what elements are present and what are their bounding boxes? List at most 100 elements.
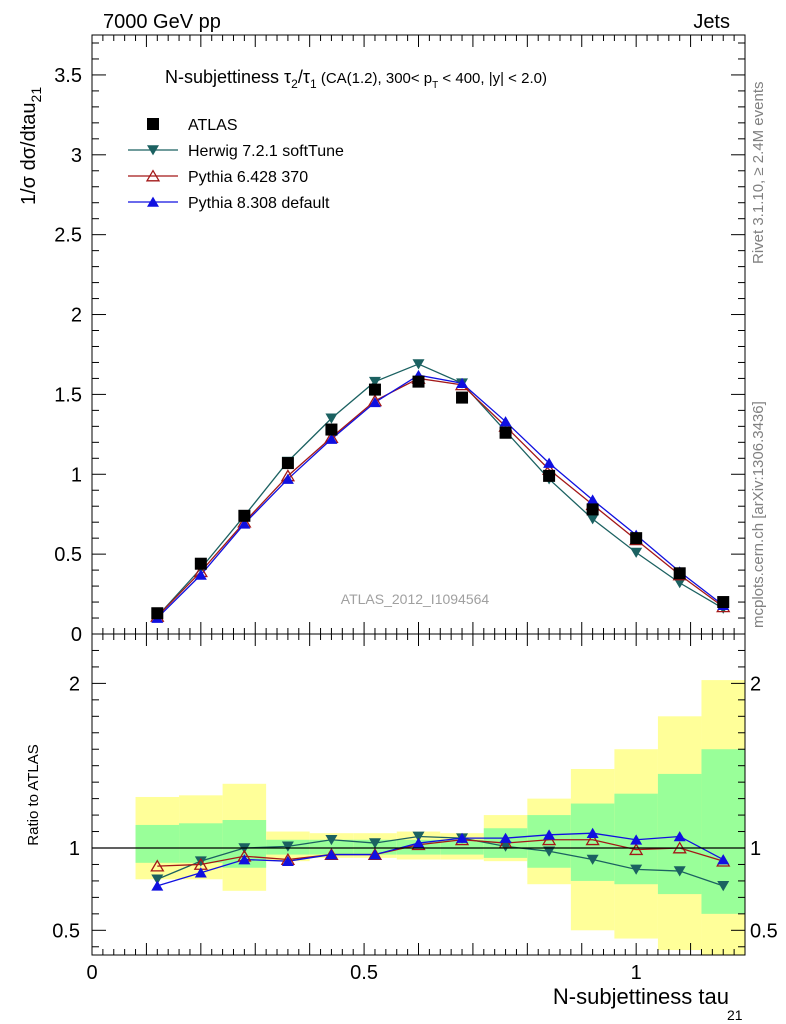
ratio-y-tick-label: 2 — [69, 673, 80, 695]
atlas-point — [194, 557, 207, 570]
uncertainty-bands — [135, 680, 745, 955]
atlas-point — [238, 509, 251, 522]
pythia-8-308-default-point — [456, 377, 469, 389]
pythia-8-308-default-ratio-point — [325, 849, 338, 860]
y-tick-label: 1 — [71, 464, 82, 486]
pythia-8-308-default-point — [543, 457, 556, 468]
mcplots-label: mcplots.cern.ch [arXiv:1306.3436] — [750, 401, 767, 628]
herwig-7-2-1-softtune-ratio-point — [412, 831, 425, 842]
main-y-axis-label: 1/σ dσ/dtau21 — [18, 87, 44, 205]
atlas-point — [325, 423, 338, 436]
x-axis-label: N-subjettiness tau — [553, 984, 729, 1009]
atlas-point — [499, 426, 512, 439]
atlas-point — [368, 383, 381, 396]
pythia-8-308-default-point — [325, 433, 338, 444]
atlas-point — [412, 375, 425, 388]
herwig-7-2-1-softtune-ratio-point — [499, 841, 512, 852]
x-axis-label-subscript: 21 — [727, 1007, 743, 1023]
herwig-7-2-1-softtune-point — [586, 514, 599, 525]
herwig-7-2-1-softtune-ratio-point — [543, 846, 556, 857]
pythia-8-308-default-ratio-point — [412, 837, 425, 848]
ratio-y-tick-label-right: 0.5 — [750, 920, 778, 942]
y-tick-label: 2 — [71, 305, 82, 327]
main-chart-title: N-subjettiness τ2/τ1 (CA(1.2), 300< pT <… — [165, 67, 547, 91]
legend-herwig-7-2-1-softtune-marker — [147, 145, 159, 156]
pythia-6-428-370-ratio-point — [585, 833, 600, 846]
pythia-8-308-default-ratio-point — [499, 832, 512, 843]
pythia-8-308-default-ratio-point — [717, 854, 730, 865]
herwig-7-2-1-softtune-ratio-point — [368, 838, 381, 849]
herwig-7-2-1-softtune-ratio-point — [194, 856, 207, 867]
pythia-8-308-default-ratio-point — [543, 829, 556, 840]
pythia-8-308-default-point — [281, 473, 294, 484]
ratio-y-tick-label: 0.5 — [52, 920, 80, 942]
atlas-point — [717, 596, 730, 609]
pythia-8-308-default-ratio-point — [586, 827, 599, 838]
legend-pythia-8-308-default-marker — [147, 196, 159, 207]
atlas-point — [281, 457, 294, 470]
pythia-8-308-default-ratio-point — [194, 867, 207, 878]
pythia-8-308-default-point — [368, 396, 381, 408]
stat-uncertainty-band — [309, 839, 354, 855]
herwig-7-2-1-softtune-ratio-point — [151, 874, 164, 885]
x-tick-label: 1 — [631, 962, 642, 984]
atlas-point — [673, 567, 686, 580]
header-right: Jets — [693, 11, 730, 33]
herwig-7-2-1-softtune-ratio-point — [281, 841, 294, 852]
legend-pythia-6-428-370-marker — [145, 169, 161, 182]
stat-uncertainty-band — [440, 839, 484, 855]
x-tick-label: 0.5 — [350, 962, 378, 984]
herwig-7-2-1-softtune-ratio-point — [673, 866, 686, 877]
pythia-8-308-default-ratio-point — [281, 855, 294, 866]
legend-atlas-label: ATLAS — [188, 117, 238, 134]
pythia-8-308-default-ratio-point — [673, 831, 686, 842]
legend-herwig-7-2-1-softtune-label: Herwig 7.2.1 softTune — [188, 143, 344, 160]
legend-pythia-6-428-370-label: Pythia 6.428 370 — [188, 169, 308, 186]
analysis-watermark: ATLAS_2012_I1094564 — [341, 591, 490, 607]
herwig-7-2-1-softtune-ratio-point — [630, 864, 643, 875]
atlas-point — [456, 391, 469, 404]
pythia-8-308-default-ratio-point — [368, 849, 381, 860]
pythia-6-428-370-ratio-point — [629, 842, 644, 856]
herwig-7-2-1-softtune-ratio-point — [586, 854, 599, 865]
atlas-point — [630, 532, 643, 545]
herwig-7-2-1-softtune-line — [156, 363, 724, 617]
pythia-8-308-default-point — [499, 416, 512, 427]
y-tick-label: 2.5 — [54, 225, 82, 247]
herwig-7-2-1-softtune-point — [630, 547, 643, 558]
ratio-y-tick-label: 1 — [69, 838, 80, 860]
pythia-8-308-default-line — [156, 374, 724, 619]
x-tick-label: 0 — [86, 962, 97, 984]
y-tick-label: 1.5 — [54, 384, 82, 406]
pythia-8-308-default-point — [194, 569, 207, 580]
legend: ATLAS Herwig 7.2.1 softTune Pythia 6.428 3… — [128, 117, 344, 212]
herwig-7-2-1-softtune-ratio-point — [717, 881, 730, 892]
stat-uncertainty-band — [570, 803, 615, 881]
ratio-y-axis-label: Ratio to ATLAS — [25, 744, 42, 845]
pythia-8-308-default-point — [586, 494, 599, 505]
herwig-7-2-1-softtune-point — [325, 413, 338, 424]
stat-uncertainty-band — [135, 824, 180, 863]
pythia-8-308-default-ratio-point — [151, 880, 164, 891]
y-tick-label: 0.5 — [54, 544, 82, 566]
pythia-6-428-370-ratio-point — [150, 859, 165, 872]
herwig-7-2-1-softtune-point — [368, 376, 381, 388]
y-tick-label: 0 — [71, 624, 82, 646]
legend-pythia-8-308-default-label: Pythia 8.308 default — [188, 195, 330, 212]
herwig-7-2-1-softtune-point — [412, 359, 425, 370]
pythia-8-308-default-ratio-point — [456, 832, 469, 843]
axes: 0 0.5 1 0 0.5 1 1.5 2 2.5 3 3.5 0.5 0.5 1 1 2 2 — [52, 34, 778, 984]
atlas-point — [586, 503, 599, 516]
y-tick-label: 3 — [71, 145, 82, 167]
ratio-y-tick-label-right: 1 — [750, 838, 761, 860]
pythia-8-308-default-ratio-point — [238, 854, 251, 865]
ratio-y-tick-label-right: 2 — [750, 673, 761, 695]
header-left: 7000 GeV pp — [103, 11, 221, 33]
pythia-8-308-default-ratio-line — [157, 832, 724, 887]
y-tick-label: 3.5 — [54, 65, 82, 87]
atlas-point — [543, 469, 556, 482]
pythia-8-308-default-point — [238, 518, 251, 529]
atlas-point — [151, 607, 164, 620]
pythia-6-428-370-line — [156, 377, 724, 617]
